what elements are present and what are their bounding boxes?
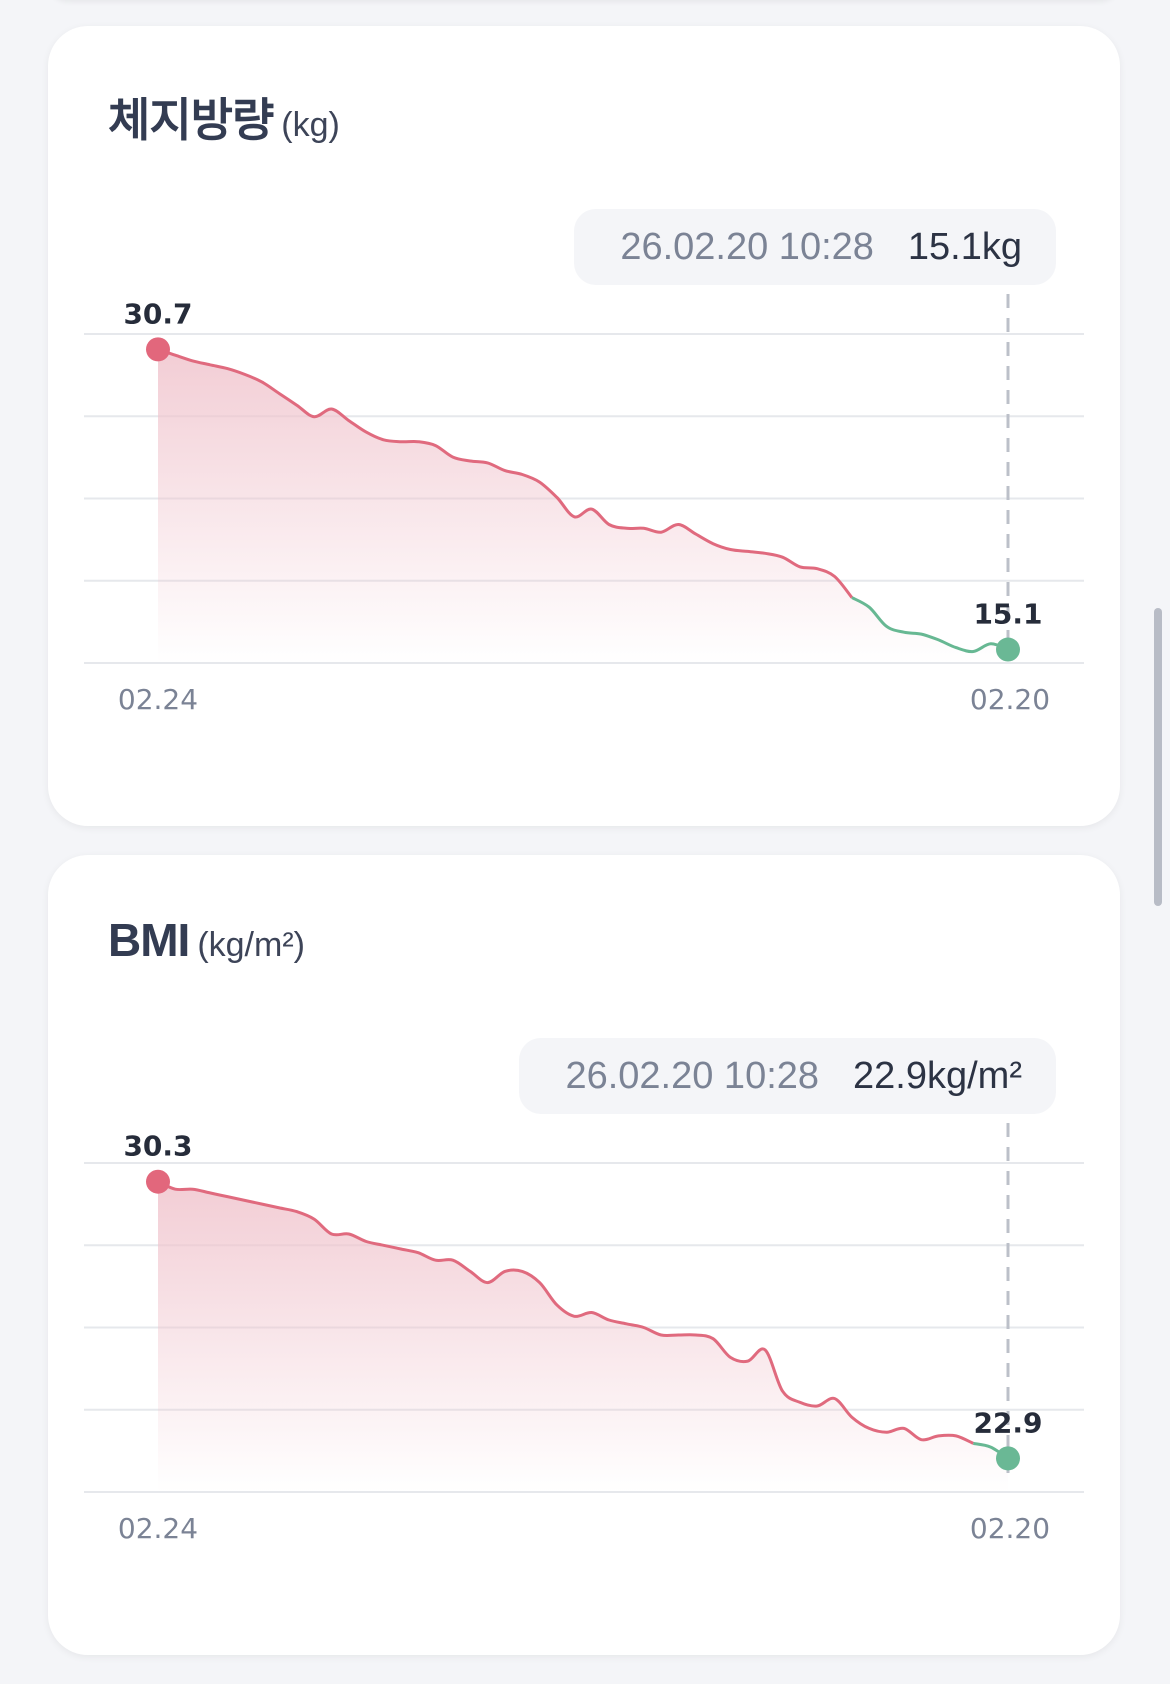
series-line-latest xyxy=(851,596,1009,654)
last-point-dot[interactable] xyxy=(996,1446,1020,1471)
x-tick-label-end: 02.20 xyxy=(970,1512,1050,1545)
x-tick-label-start: 02.24 xyxy=(118,1512,198,1545)
area-fill xyxy=(158,349,1008,663)
first-point-dot[interactable] xyxy=(146,337,170,362)
card-title: 체지방량 (kg) xyxy=(108,84,340,150)
series-line xyxy=(157,1180,974,1445)
last-point-label: 15.1 xyxy=(973,598,1042,631)
chip-date: 26.02.20 10:28 xyxy=(565,1054,820,1097)
first-point-label: 30.7 xyxy=(123,297,192,330)
card-title-unit: (kg) xyxy=(281,106,340,144)
chip-value: 22.9kg/m² xyxy=(853,1054,1022,1097)
bmi-card: BMI (kg/m²) 26.02.20 10:28 22.9kg/m² 30.3… xyxy=(48,855,1120,1655)
x-tick-label-start: 02.24 xyxy=(118,683,198,716)
first-point-dot[interactable] xyxy=(146,1169,170,1194)
bmi-chart[interactable]: 30.3 22.9 02.24 02.20 xyxy=(48,855,1120,1655)
scrollbar-thumb[interactable] xyxy=(1154,608,1162,906)
body-fat-card: 체지방량 (kg) 26.02.20 10:28 15.1kg 30.7 15.1… xyxy=(48,26,1120,826)
chip-date: 26.02.20 10:28 xyxy=(620,225,874,268)
body-fat-chart[interactable]: 30.7 15.1 02.24 02.20 xyxy=(48,26,1120,826)
chip-value: 15.1kg xyxy=(907,225,1022,268)
series-line xyxy=(157,347,854,599)
card-title-text: 체지방량 xyxy=(108,94,274,146)
area-fill xyxy=(158,1181,1008,1492)
first-point-label: 30.3 xyxy=(123,1130,192,1163)
selected-value-chip: 26.02.20 10:28 22.9kg/m² xyxy=(519,1038,1056,1114)
x-tick-label-end: 02.20 xyxy=(970,683,1050,716)
card-title-text: BMI xyxy=(108,914,190,966)
card-title: BMI (kg/m²) xyxy=(108,913,305,967)
selected-value-chip: 26.02.20 10:28 15.1kg xyxy=(574,209,1056,285)
last-point-label: 22.9 xyxy=(973,1406,1042,1439)
last-point-dot[interactable] xyxy=(996,637,1020,662)
card-title-unit: (kg/m²) xyxy=(197,926,305,964)
